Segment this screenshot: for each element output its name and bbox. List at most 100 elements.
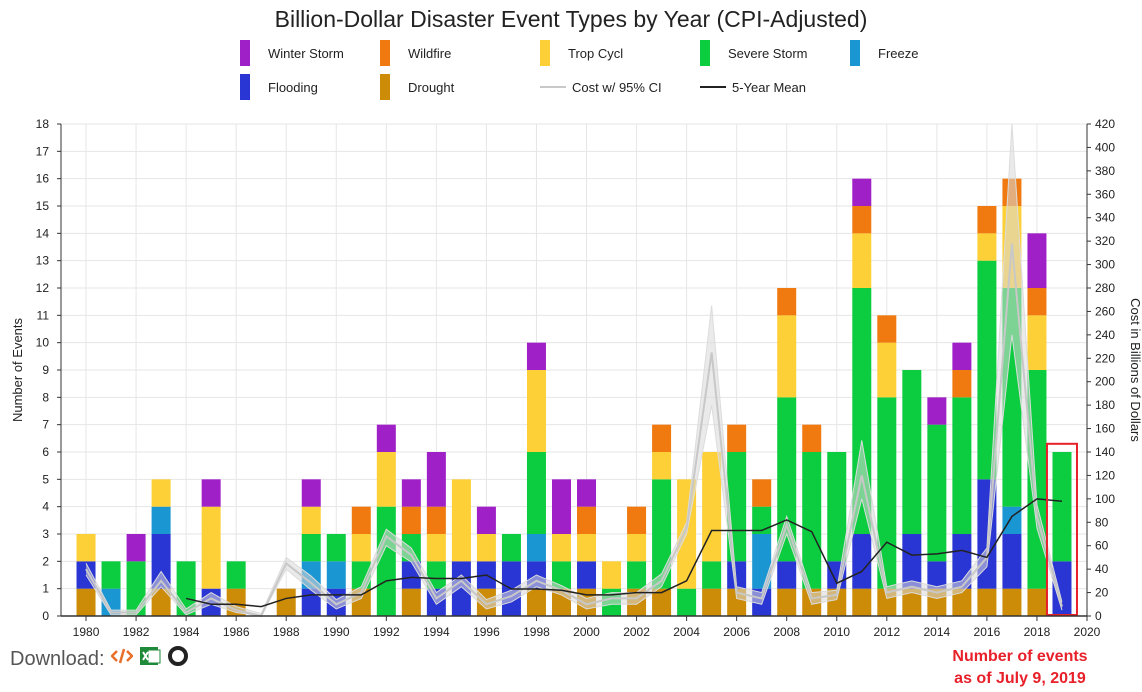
bar-wildfire-1991[interactable]: [351, 506, 371, 534]
bar-trop-cycl-2005[interactable]: [702, 452, 722, 562]
bar-wildfire-1993[interactable]: [401, 506, 421, 534]
bar-trop-cycl-2016[interactable]: [977, 233, 997, 261]
bar-wildfire-1994[interactable]: [426, 506, 446, 534]
bar-freeze-2017[interactable]: [1002, 506, 1022, 534]
ring-icon[interactable]: [167, 645, 189, 673]
bar-wildfire-2016[interactable]: [977, 206, 997, 234]
bar-winter-storm-1998[interactable]: [526, 342, 546, 370]
bar-severe-storm-1986[interactable]: [226, 561, 246, 589]
bar-severe-storm-1998[interactable]: [526, 452, 546, 534]
legend-item-winter-storm[interactable]: Winter Storm: [240, 40, 344, 66]
bar-severe-storm-2008[interactable]: [777, 397, 797, 562]
bar-severe-storm-2013[interactable]: [902, 370, 922, 534]
bar-flooding-2011[interactable]: [852, 534, 872, 589]
legend-item-wildfire[interactable]: Wildfire: [380, 40, 451, 66]
bar-drought-2005[interactable]: [702, 588, 722, 616]
bar-trop-cycl-2002[interactable]: [627, 534, 647, 562]
bar-flooding-2019[interactable]: [1052, 561, 1072, 616]
bar-wildfire-2008[interactable]: [777, 288, 797, 316]
bar-severe-storm-1989[interactable]: [301, 534, 321, 562]
bar-trop-cycl-1980[interactable]: [76, 534, 96, 562]
bar-wildfire-2018[interactable]: [1027, 288, 1047, 316]
bar-winter-storm-1994[interactable]: [426, 452, 446, 507]
bar-freeze-2007[interactable]: [752, 534, 772, 589]
bar-wildfire-2003[interactable]: [652, 424, 672, 452]
bar-winter-storm-2011[interactable]: [852, 178, 872, 206]
cost-line[interactable]: [85, 243, 1063, 618]
bar-severe-storm-2002[interactable]: [627, 561, 647, 589]
bar-trop-cycl-1985[interactable]: [201, 506, 221, 589]
bar-trop-cycl-2008[interactable]: [777, 315, 797, 398]
bar-drought-2016[interactable]: [977, 588, 997, 616]
bar-drought-2013[interactable]: [902, 588, 922, 616]
bar-severe-storm-2019[interactable]: [1052, 452, 1072, 562]
bar-flooding-2013[interactable]: [902, 534, 922, 589]
bar-winter-storm-1993[interactable]: [401, 479, 421, 507]
bar-severe-storm-2014[interactable]: [927, 424, 947, 562]
bar-wildfire-2009[interactable]: [802, 424, 822, 452]
bar-freeze-1998[interactable]: [526, 534, 546, 562]
bar-trop-cycl-1998[interactable]: [526, 370, 546, 452]
bar-severe-storm-2015[interactable]: [952, 397, 972, 534]
bar-trop-cycl-1994[interactable]: [426, 534, 446, 562]
bar-severe-storm-2009[interactable]: [802, 452, 822, 589]
bar-flooding-1983[interactable]: [151, 534, 171, 589]
bar-trop-cycl-1996[interactable]: [476, 534, 496, 562]
bar-flooding-2014[interactable]: [927, 561, 947, 589]
legend-item-trop-cycl[interactable]: Trop Cycl: [540, 40, 623, 66]
bar-drought-1988[interactable]: [276, 588, 296, 616]
bar-drought-1993[interactable]: [401, 588, 421, 616]
bar-trop-cycl-2000[interactable]: [577, 534, 597, 562]
bar-wildfire-2011[interactable]: [852, 206, 872, 234]
bar-severe-storm-1990[interactable]: [326, 534, 346, 562]
bar-freeze-1990[interactable]: [326, 561, 346, 589]
excel-icon[interactable]: [139, 646, 161, 672]
bar-trop-cycl-2003[interactable]: [652, 452, 672, 480]
bar-severe-storm-2007[interactable]: [752, 506, 772, 534]
bar-flooding-2017[interactable]: [1002, 534, 1022, 589]
bar-trop-cycl-1989[interactable]: [301, 506, 321, 534]
bar-drought-2017[interactable]: [1002, 588, 1022, 616]
bar-winter-storm-1982[interactable]: [126, 534, 146, 562]
bar-drought-2015[interactable]: [952, 588, 972, 616]
bar-wildfire-2015[interactable]: [952, 370, 972, 398]
bar-drought-2018[interactable]: [1027, 588, 1047, 616]
bar-winter-storm-2015[interactable]: [952, 342, 972, 370]
bar-trop-cycl-1992[interactable]: [376, 452, 396, 507]
bar-drought-1998[interactable]: [526, 588, 546, 616]
bar-trop-cycl-1983[interactable]: [151, 479, 171, 507]
bar-winter-storm-1992[interactable]: [376, 424, 396, 452]
bar-trop-cycl-2011[interactable]: [852, 233, 872, 288]
bar-flooding-2008[interactable]: [777, 561, 797, 589]
bar-winter-storm-1996[interactable]: [476, 506, 496, 534]
legend-item-severe-storm[interactable]: Severe Storm: [700, 40, 807, 66]
bar-drought-2011[interactable]: [852, 588, 872, 616]
legend-item-drought[interactable]: Drought: [380, 74, 454, 100]
bar-wildfire-2002[interactable]: [627, 506, 647, 534]
bar-flooding-1995[interactable]: [451, 561, 471, 616]
bar-winter-storm-2018[interactable]: [1027, 233, 1047, 288]
bar-severe-storm-2016[interactable]: [977, 260, 997, 480]
legend-item-cost-w-95-ci[interactable]: Cost w/ 95% CI: [540, 74, 662, 100]
bar-severe-storm-2003[interactable]: [652, 479, 672, 589]
bar-winter-storm-1989[interactable]: [301, 479, 321, 507]
bar-drought-1980[interactable]: [76, 588, 96, 616]
bar-flooding-2000[interactable]: [577, 561, 597, 589]
bar-severe-storm-2005[interactable]: [702, 561, 722, 589]
bar-severe-storm-1997[interactable]: [501, 534, 521, 562]
bar-wildfire-2000[interactable]: [577, 506, 597, 534]
bar-drought-1983[interactable]: [151, 588, 171, 616]
bar-trop-cycl-1999[interactable]: [551, 534, 571, 562]
bar-trop-cycl-1991[interactable]: [351, 534, 371, 562]
mean-line[interactable]: [185, 498, 1063, 608]
bar-wildfire-2006[interactable]: [727, 424, 747, 452]
bar-severe-storm-1992[interactable]: [376, 506, 396, 616]
legend-item-5-year-mean[interactable]: 5-Year Mean: [700, 74, 806, 100]
bar-winter-storm-1999[interactable]: [551, 479, 571, 534]
legend-item-freeze[interactable]: Freeze: [850, 40, 918, 66]
bar-drought-2003[interactable]: [652, 588, 672, 616]
bar-severe-storm-2010[interactable]: [827, 452, 847, 562]
bar-freeze-1983[interactable]: [151, 506, 171, 534]
bar-drought-2008[interactable]: [777, 588, 797, 616]
bar-severe-storm-1994[interactable]: [426, 561, 446, 589]
